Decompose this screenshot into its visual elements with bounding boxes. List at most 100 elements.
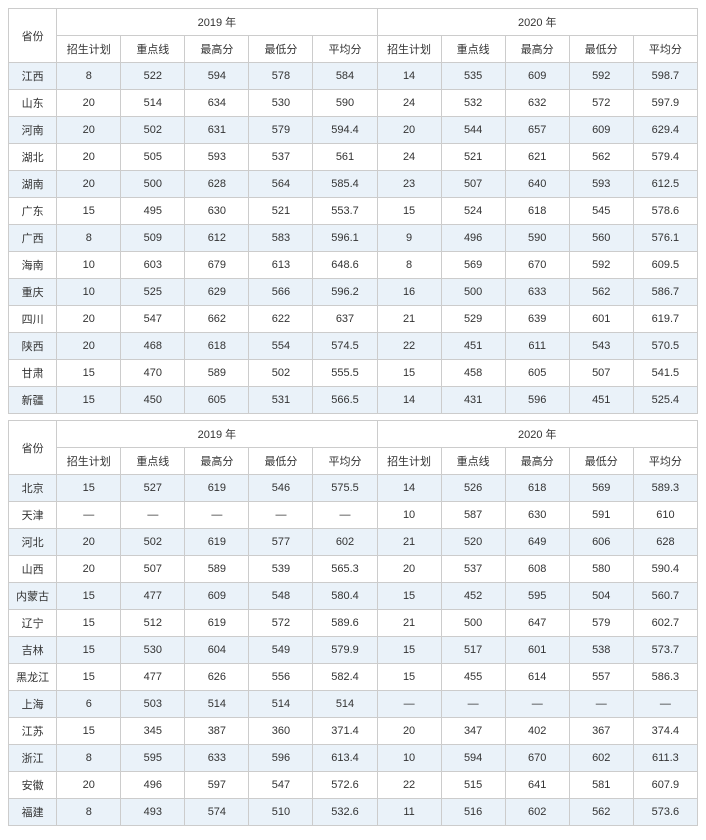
cell-prov: 浙江	[9, 745, 57, 772]
cell-a20: 619.7	[633, 306, 697, 333]
cell-k20: —	[441, 691, 505, 718]
cell-l19: —	[249, 502, 313, 529]
table-row: 甘肃15470589502555.515458605507541.5	[9, 360, 698, 387]
cell-p20: 21	[377, 306, 441, 333]
table-row: 山东2051463453059024532632572597.9	[9, 90, 698, 117]
col-keyline-19: 重点线	[121, 36, 185, 63]
cell-p20: 20	[377, 117, 441, 144]
cell-h20: 601	[505, 637, 569, 664]
cell-prov: 广东	[9, 198, 57, 225]
col-max-20: 最高分	[505, 448, 569, 475]
col-min-19: 最低分	[249, 36, 313, 63]
cell-l19: 530	[249, 90, 313, 117]
col-plan-20: 招生计划	[377, 448, 441, 475]
cell-a20: 609.5	[633, 252, 697, 279]
cell-k20: 520	[441, 529, 505, 556]
cell-l19: 360	[249, 718, 313, 745]
cell-k20: 524	[441, 198, 505, 225]
col-plan-20: 招生计划	[377, 36, 441, 63]
cell-h19: 630	[185, 198, 249, 225]
cell-l19: 577	[249, 529, 313, 556]
cell-prov: 四川	[9, 306, 57, 333]
cell-k20: 507	[441, 171, 505, 198]
cell-a19: 579.9	[313, 637, 377, 664]
col-plan-19: 招生计划	[57, 448, 121, 475]
cell-a19: 532.6	[313, 799, 377, 826]
table-row: 黑龙江15477626556582.415455614557586.3	[9, 664, 698, 691]
cell-prov: 吉林	[9, 637, 57, 664]
cell-l19: 622	[249, 306, 313, 333]
cell-k20: 500	[441, 279, 505, 306]
cell-k20: 526	[441, 475, 505, 502]
cell-h19: 609	[185, 583, 249, 610]
cell-k19: 493	[121, 799, 185, 826]
cell-p19: 15	[57, 583, 121, 610]
cell-h20: 618	[505, 475, 569, 502]
cell-h20: —	[505, 691, 569, 718]
cell-k20: 431	[441, 387, 505, 414]
cell-a20: 570.5	[633, 333, 697, 360]
table-row: 安徽20496597547572.622515641581607.9	[9, 772, 698, 799]
cell-k19: 500	[121, 171, 185, 198]
cell-k19: 503	[121, 691, 185, 718]
cell-l20: —	[569, 691, 633, 718]
col-min-20: 最低分	[569, 36, 633, 63]
cell-k19: 496	[121, 772, 185, 799]
cell-k19: 502	[121, 117, 185, 144]
cell-l20: 562	[569, 799, 633, 826]
cell-p20: 14	[377, 475, 441, 502]
cell-k19: 527	[121, 475, 185, 502]
col-max-19: 最高分	[185, 448, 249, 475]
cell-h19: 594	[185, 63, 249, 90]
cell-a19: 590	[313, 90, 377, 117]
cell-h19: 589	[185, 556, 249, 583]
col-plan-19: 招生计划	[57, 36, 121, 63]
cell-h20: 605	[505, 360, 569, 387]
cell-p19: 10	[57, 252, 121, 279]
cell-a19: 580.4	[313, 583, 377, 610]
cell-h19: 574	[185, 799, 249, 826]
table-row: 湖南20500628564585.423507640593612.5	[9, 171, 698, 198]
cell-p20: 16	[377, 279, 441, 306]
cell-h19: 629	[185, 279, 249, 306]
cell-p20: 20	[377, 718, 441, 745]
cell-a20: 586.7	[633, 279, 697, 306]
cell-h20: 596	[505, 387, 569, 414]
cell-h20: 639	[505, 306, 569, 333]
cell-a20: 598.7	[633, 63, 697, 90]
cell-h20: 614	[505, 664, 569, 691]
cell-l19: 548	[249, 583, 313, 610]
cell-prov: 湖北	[9, 144, 57, 171]
cell-l20: 591	[569, 502, 633, 529]
table-row: 山西20507589539565.320537608580590.4	[9, 556, 698, 583]
cell-p19: 20	[57, 772, 121, 799]
table-row: 北京15527619546575.514526618569589.3	[9, 475, 698, 502]
cell-h19: 679	[185, 252, 249, 279]
cell-a20: 374.4	[633, 718, 697, 745]
col-province: 省份	[9, 9, 57, 63]
cell-l20: 579	[569, 610, 633, 637]
cell-k20: 515	[441, 772, 505, 799]
cell-h19: 593	[185, 144, 249, 171]
cell-prov: 河北	[9, 529, 57, 556]
cell-a20: 576.1	[633, 225, 697, 252]
cell-l20: 560	[569, 225, 633, 252]
cell-a19: 602	[313, 529, 377, 556]
cell-a19: 553.7	[313, 198, 377, 225]
cell-k20: 544	[441, 117, 505, 144]
cell-prov: 天津	[9, 502, 57, 529]
cell-a19: 575.5	[313, 475, 377, 502]
cell-p20: 14	[377, 63, 441, 90]
cell-p20: 10	[377, 502, 441, 529]
col-year-2020: 2020 年	[377, 421, 697, 448]
cell-l20: 581	[569, 772, 633, 799]
col-keyline-20: 重点线	[441, 36, 505, 63]
table-row: 天津—————10587630591610	[9, 502, 698, 529]
cell-k19: 509	[121, 225, 185, 252]
cell-p20: 22	[377, 333, 441, 360]
cell-p19: 15	[57, 664, 121, 691]
cell-h19: 634	[185, 90, 249, 117]
cell-a20: 612.5	[633, 171, 697, 198]
cell-k19: 502	[121, 529, 185, 556]
cell-h19: 619	[185, 529, 249, 556]
